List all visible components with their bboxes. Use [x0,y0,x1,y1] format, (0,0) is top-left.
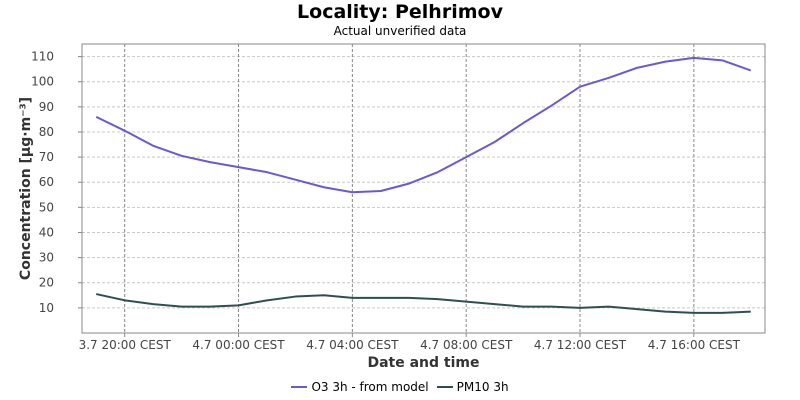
y-tick-label: 90 [39,100,54,114]
series-line-o3 [95,56,752,194]
x-axis-ticks: 3.7 20:00 CEST 4.7 00:00 CEST 4.7 04:00 CE… [79,333,741,352]
y-tick-label: 10 [39,301,54,315]
y-axis-ticks: 10 20 30 40 50 60 70 80 90 100 110 [31,50,82,315]
y-tick-label: 70 [39,150,54,164]
x-tick-label: 4.7 12:00 CEST [534,338,627,352]
x-tick-label: 4.7 04:00 CEST [306,338,399,352]
grid-lines [82,44,765,333]
legend-label: O3 3h - from model [311,380,429,394]
series-lines [95,56,752,314]
chart-subtitle: Actual unverified data [333,24,467,38]
y-tick-label: 110 [31,50,54,64]
plot-frame [81,43,766,334]
x-tick-label: 3.7 20:00 CEST [79,338,172,352]
y-tick-label: 80 [39,125,54,139]
x-tick-label: 4.7 08:00 CEST [420,338,513,352]
chart-legend: O3 3h - from model PM10 3h [0,380,800,394]
x-tick-label: 4.7 00:00 CEST [192,338,285,352]
chart-title: Locality: Pelhrimov [297,1,503,23]
legend-swatch [436,386,453,388]
x-tick-label: 4.7 16:00 CEST [648,338,741,352]
y-tick-label: 100 [31,75,54,89]
y-axis-label: Concentration [µg·m⁻³] [18,97,34,280]
y-tick-label: 60 [39,175,54,189]
legend-label: PM10 3h [456,380,509,394]
legend-item: O3 3h - from model [291,380,429,394]
y-tick-label: 40 [39,225,54,239]
series-line-pm10 [96,293,751,314]
y-tick-label: 50 [39,200,54,214]
x-axis-label: Date and time [367,355,479,371]
legend-item: PM10 3h [436,380,509,394]
legend-swatch [291,386,308,388]
y-tick-label: 30 [39,251,54,265]
y-tick-label: 20 [39,276,54,290]
